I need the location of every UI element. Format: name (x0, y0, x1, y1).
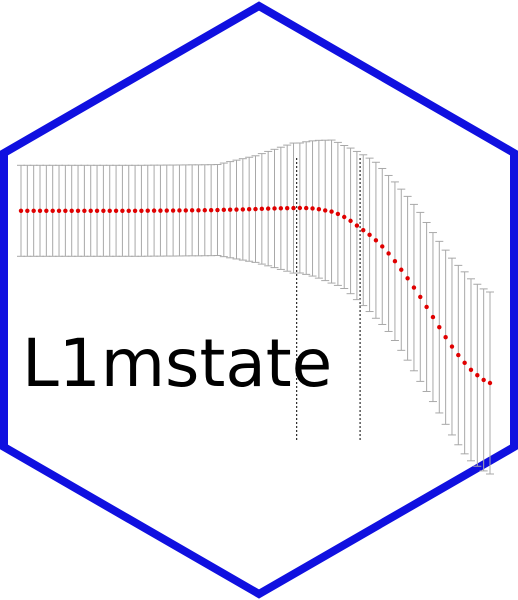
data-point (69, 208, 74, 213)
data-point (37, 208, 43, 213)
data-point (475, 373, 480, 378)
data-point (151, 208, 157, 213)
plot-area (17, 139, 494, 475)
data-point (227, 207, 233, 212)
data-point (113, 208, 119, 213)
data-point (373, 238, 379, 243)
data-point (132, 208, 138, 213)
data-point (50, 208, 55, 213)
data-point (392, 259, 398, 264)
data-point (246, 207, 252, 212)
package-name: L1mstate (22, 325, 332, 402)
data-point (63, 208, 68, 213)
data-point (291, 205, 296, 211)
data-point (437, 324, 442, 330)
data-point (316, 207, 322, 212)
data-point (164, 208, 169, 213)
data-point (215, 207, 220, 213)
data-point (297, 205, 303, 211)
data-point (253, 206, 258, 212)
data-point (82, 208, 87, 213)
data-point (272, 206, 277, 211)
data-point (120, 208, 125, 213)
data-point (189, 208, 195, 213)
data-point (183, 208, 188, 213)
data-point (221, 207, 227, 213)
data-point (278, 206, 284, 211)
data-point (367, 232, 372, 238)
data-point (126, 208, 131, 213)
data-point (145, 208, 150, 213)
data-point (208, 207, 214, 213)
data-point (456, 352, 461, 358)
data-point (481, 377, 486, 383)
data-point (31, 208, 36, 213)
data-point (107, 208, 112, 213)
data-point (380, 244, 385, 249)
data-point (158, 208, 163, 213)
data-point (170, 208, 176, 213)
data-point (234, 207, 239, 212)
data-point (449, 344, 455, 349)
data-point (342, 214, 347, 220)
data-point (430, 314, 436, 320)
data-point (418, 294, 423, 300)
data-point (310, 206, 315, 211)
data-point (487, 380, 493, 386)
data-point (443, 335, 448, 340)
data-point (25, 208, 30, 213)
data-point (177, 208, 182, 213)
data-point (101, 208, 106, 213)
data-point (424, 304, 429, 310)
data-point (196, 208, 201, 213)
data-point (75, 208, 81, 213)
data-point (56, 208, 62, 213)
data-point (354, 223, 360, 228)
data-point (468, 367, 474, 373)
data-point (386, 251, 391, 256)
data-point (329, 209, 334, 214)
data-point (462, 360, 467, 366)
data-point (411, 285, 417, 290)
data-point (240, 207, 246, 212)
data-point (304, 205, 309, 211)
data-point (18, 208, 24, 213)
data-point (323, 208, 328, 213)
data-point (94, 208, 100, 213)
data-point (348, 218, 353, 224)
data-point (202, 208, 207, 213)
data-point (405, 276, 410, 281)
data-point (335, 211, 341, 217)
data-point (265, 206, 271, 211)
data-point (139, 208, 144, 213)
data-point (88, 208, 93, 213)
data-point (399, 267, 404, 272)
data-point (284, 205, 290, 211)
data-point (361, 227, 366, 233)
data-point (259, 206, 265, 212)
data-point (44, 208, 49, 213)
